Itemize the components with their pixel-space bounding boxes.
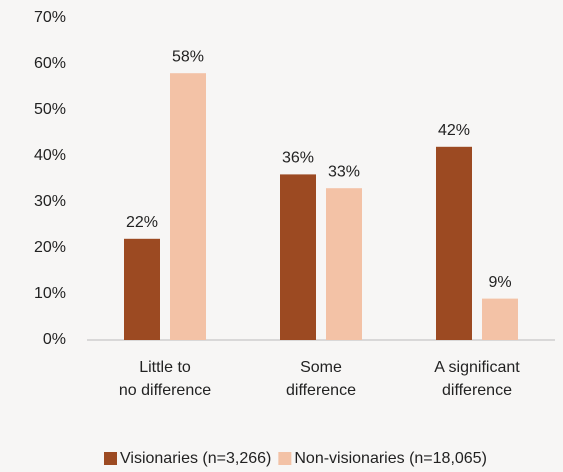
bar <box>482 298 518 340</box>
bar <box>326 188 362 340</box>
data-label: 33% <box>328 163 360 180</box>
bar <box>170 73 206 340</box>
legend-label: Visionaries (n=3,266) <box>120 450 271 467</box>
data-label: 36% <box>282 150 314 167</box>
bar <box>436 146 472 340</box>
legend-label: Non-visionaries (n=18,065) <box>294 450 487 467</box>
bar <box>280 174 316 340</box>
legend-swatch <box>104 452 117 465</box>
y-tick-label: 20% <box>34 239 66 256</box>
data-label: 58% <box>172 48 204 65</box>
y-tick-label: 40% <box>34 147 66 164</box>
bar <box>124 238 160 340</box>
x-tick-label: Little to no difference <box>119 359 211 399</box>
data-label: 42% <box>438 122 470 139</box>
y-tick-label: 0% <box>43 331 66 348</box>
data-label: 9% <box>488 274 511 291</box>
y-tick-label: 50% <box>34 101 66 118</box>
y-tick-label: 60% <box>34 55 66 72</box>
data-label: 22% <box>126 214 158 231</box>
y-tick-label: 30% <box>34 193 66 210</box>
x-tick-label: Some difference <box>286 359 356 399</box>
legend-swatch <box>278 452 292 465</box>
y-tick-label: 10% <box>34 285 66 302</box>
y-tick-label: 70% <box>34 9 66 26</box>
x-tick-label: A significant difference <box>434 359 520 399</box>
